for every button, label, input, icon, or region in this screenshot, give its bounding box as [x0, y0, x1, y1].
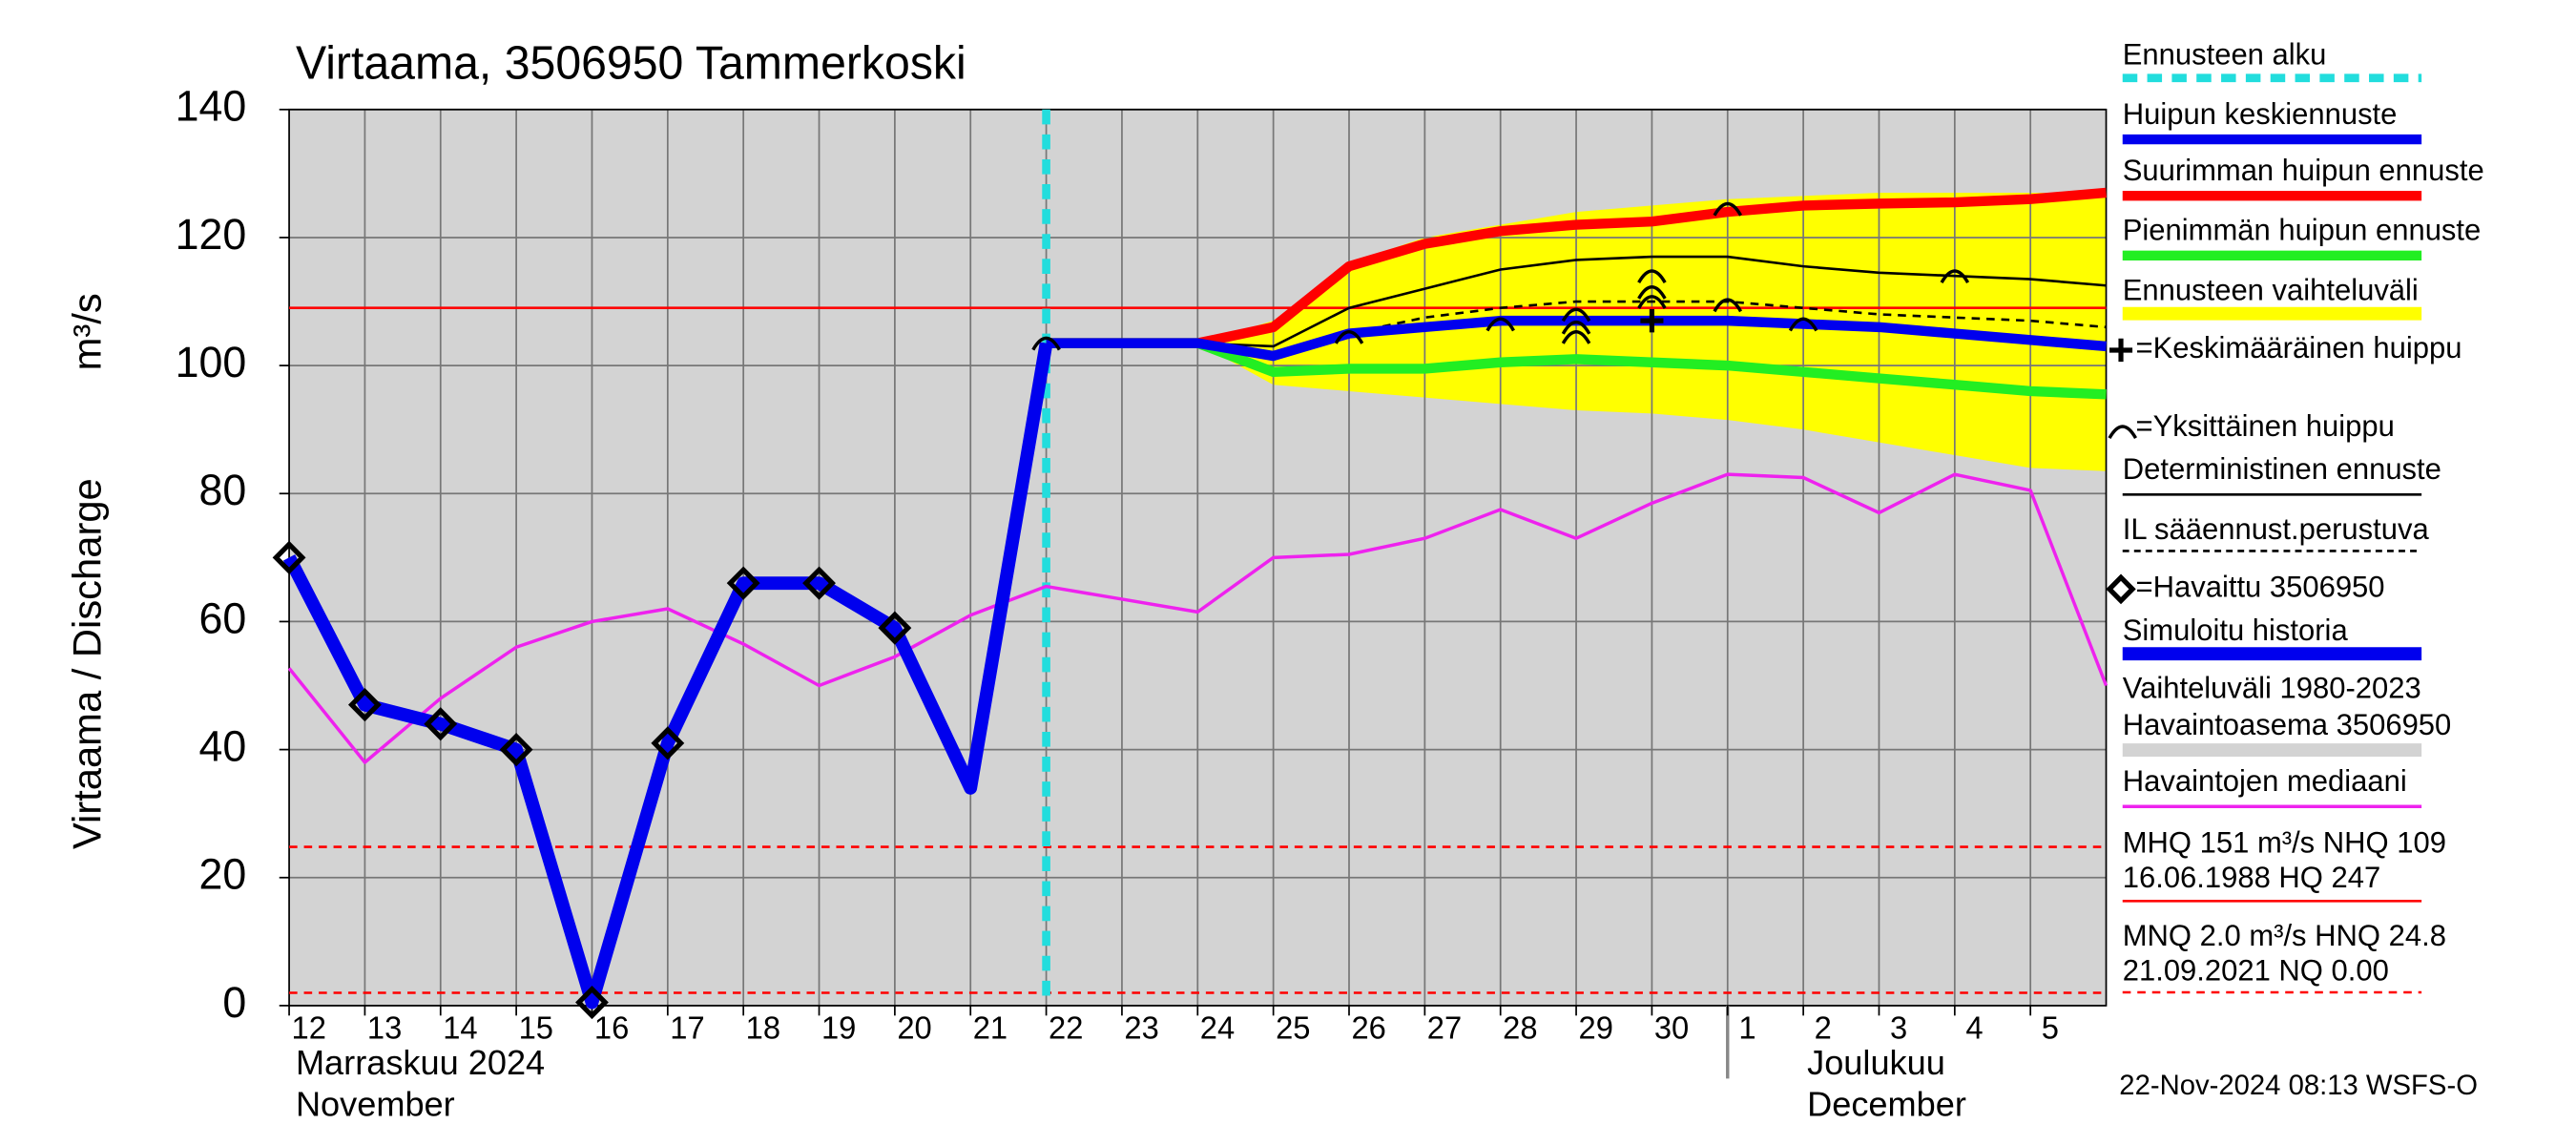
legend-label: Havaintoasema 3506950 — [2123, 708, 2452, 741]
series-line — [1046, 187, 2107, 348]
x-tick-label: 25 — [1276, 1010, 1310, 1046]
legend-label: =Yksittäinen huippu — [2136, 409, 2395, 443]
single-peak — [1637, 285, 1667, 300]
month-label: November — [296, 1084, 455, 1123]
x-tick-label: 17 — [670, 1010, 704, 1046]
legend-label: Vaihteluväli 1980-2023 — [2123, 672, 2421, 705]
x-tick-label: 13 — [367, 1010, 402, 1046]
observed-marker — [651, 726, 685, 760]
observed-marker — [347, 688, 382, 722]
legend-label: =Havaittu 3506950 — [2136, 571, 2385, 604]
legend-label: Havaintojen mediaani — [2123, 764, 2407, 798]
x-tick-label: 20 — [897, 1010, 931, 1046]
observed-marker — [272, 540, 306, 574]
observed-marker — [424, 707, 458, 741]
x-tick-label: 18 — [746, 1010, 780, 1046]
single-peak — [1334, 330, 1364, 344]
x-tick-label: 4 — [1965, 1010, 1983, 1046]
x-tick-label: 24 — [1200, 1010, 1235, 1046]
x-tick-label: 5 — [2042, 1010, 2059, 1046]
x-tick-label: 19 — [821, 1010, 856, 1046]
single-peak — [1713, 298, 1743, 313]
single-peak — [1940, 269, 1970, 284]
legend-label: 16.06.1988 HQ 247 — [2123, 861, 2380, 894]
x-tick-label: 27 — [1427, 1010, 1462, 1046]
x-tick-label: 21 — [973, 1010, 1008, 1046]
chart-title: Virtaama, 3506950 Tammerkoski — [296, 37, 966, 89]
month-label: Joulukuu — [1807, 1043, 1945, 1082]
x-tick-label: 30 — [1654, 1010, 1689, 1046]
x-tick-label: 15 — [519, 1010, 553, 1046]
x-tick-label: 2 — [1815, 1010, 1832, 1046]
single-peak — [1561, 307, 1591, 323]
single-peak — [1485, 317, 1515, 332]
y-tick-label: 80 — [198, 466, 246, 514]
month-label: December — [1807, 1084, 1966, 1123]
series-line — [287, 472, 2109, 764]
single-peak — [1637, 269, 1667, 284]
single-peak — [1561, 330, 1591, 344]
legend-label: 21.09.2021 NQ 0.00 — [2123, 953, 2389, 987]
legend-label: IL sääennust.perustuva — [2123, 512, 2430, 546]
observed-marker — [575, 985, 609, 1020]
series-line — [1046, 338, 2107, 400]
observed-marker — [499, 732, 533, 767]
series-line — [282, 342, 1053, 1010]
x-tick-label: 12 — [292, 1010, 326, 1046]
series-line — [1046, 300, 2107, 354]
single-peak — [1637, 295, 1667, 309]
legend-mean-peak — [2109, 338, 2133, 363]
y-tick-label: 140 — [176, 82, 247, 131]
single-peak — [1788, 317, 1818, 332]
mean-peak — [1640, 308, 1664, 333]
x-tick-label: 26 — [1351, 1010, 1385, 1046]
legend-single-peak — [2108, 425, 2138, 440]
legend-label: MHQ 151 m³/s NHQ 109 — [2123, 825, 2446, 859]
legend-label: Pienimmän huipun ennuste — [2123, 214, 2482, 247]
y-tick-label: 40 — [198, 721, 246, 770]
legend-label: MNQ 2.0 m³/s HNQ 24.8 — [2123, 919, 2446, 952]
legend-label: =Keskimääräinen huippu — [2136, 331, 2462, 364]
y-axis-unit: m³/s — [65, 293, 110, 370]
x-tick-label: 23 — [1124, 1010, 1158, 1046]
single-peak — [1031, 336, 1061, 351]
x-tick-label: 22 — [1049, 1010, 1083, 1046]
x-tick-label: 1 — [1738, 1010, 1755, 1046]
legend-label: Ennusteen vaihteluväli — [2123, 273, 2419, 306]
x-tick-label: 29 — [1579, 1010, 1613, 1046]
observed-marker — [726, 566, 760, 600]
month-label: Marraskuu 2024 — [296, 1043, 545, 1082]
legend-observed — [2106, 573, 2136, 605]
single-peak — [1713, 201, 1743, 217]
legend-label: Ennusteen alku — [2123, 37, 2327, 71]
timestamp: 22-Nov-2024 08:13 WSFS-O — [2119, 1070, 2478, 1101]
legend-label: Simuloitu historia — [2123, 614, 2349, 647]
y-axis-label: Virtaama / Discharge — [65, 478, 110, 849]
x-tick-label: 16 — [594, 1010, 629, 1046]
legend-label: Deterministinen ennuste — [2123, 452, 2441, 486]
x-tick-label: 14 — [443, 1010, 477, 1046]
y-tick-label: 20 — [198, 849, 246, 898]
y-tick-label: 60 — [198, 593, 246, 642]
legend-label: Huipun keskiennuste — [2123, 97, 2398, 131]
x-tick-label: 28 — [1503, 1010, 1537, 1046]
x-tick-label: 3 — [1890, 1010, 1907, 1046]
legend-label: Suurimman huipun ennuste — [2123, 154, 2484, 187]
single-peak — [1561, 320, 1591, 335]
y-tick-label: 120 — [176, 210, 247, 259]
y-tick-label: 100 — [176, 338, 247, 386]
observed-marker — [878, 611, 912, 645]
y-tick-label: 0 — [222, 978, 246, 1027]
observed-marker — [802, 566, 836, 600]
